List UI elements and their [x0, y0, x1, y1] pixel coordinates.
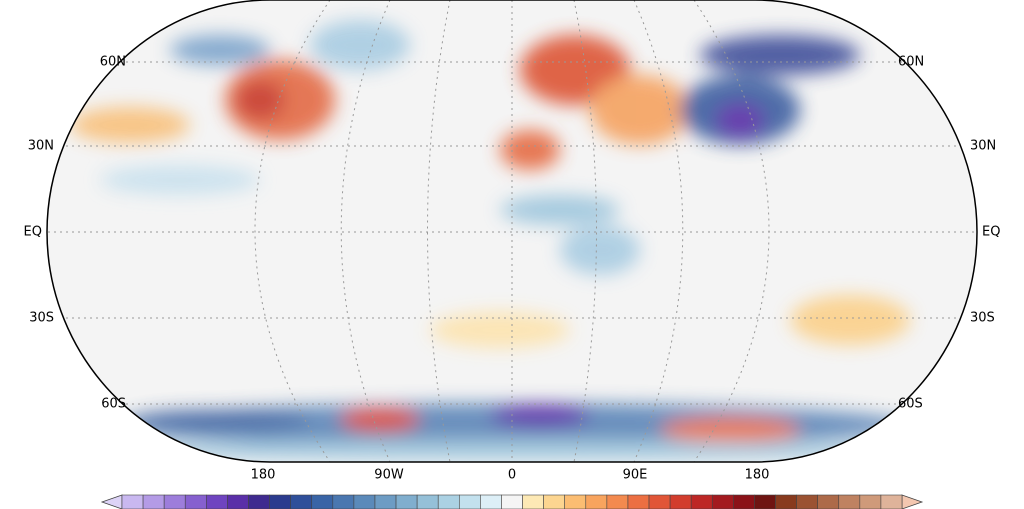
colorbar-swatch [458, 494, 481, 509]
longitude-label: 180 [745, 468, 770, 483]
latitude-label: 60S [898, 397, 923, 412]
colorbar-swatch [564, 494, 587, 509]
colorbar-swatch [163, 494, 186, 509]
colorbar-swatch [374, 494, 397, 509]
colorbar-swatch [733, 494, 755, 509]
colorbar-swatch [838, 494, 861, 509]
colorbar-swatch [859, 494, 882, 509]
latitude-label: EQ [24, 225, 42, 240]
colorbar-swatch [142, 494, 165, 509]
colorbar-swatch [501, 494, 523, 509]
colorbar-swatch [227, 494, 249, 509]
colorbar-swatch [648, 494, 671, 509]
colorbar-swatch [627, 494, 650, 509]
colorbar-swatch [248, 494, 270, 509]
colorbar-swatch [817, 494, 840, 509]
colorbar-swatch [437, 494, 460, 509]
latitude-label: 60N [100, 55, 126, 70]
colorbar-swatch [711, 494, 734, 509]
colorbar-swatch [184, 494, 207, 509]
colorbar-swatch [754, 494, 776, 509]
latitude-label: 30N [28, 139, 54, 154]
colorbar-swatch [121, 494, 144, 509]
latitude-label: 30N [970, 139, 996, 154]
map-field [47, 0, 977, 462]
latitude-label: EQ [982, 225, 1000, 240]
colorbar-swatch [690, 494, 713, 509]
longitude-label: 90W [374, 468, 404, 483]
latitude-label: 30S [970, 311, 995, 326]
longitude-label: 90E [623, 468, 648, 483]
longitude-label: 180 [251, 468, 276, 483]
colorbar-swatch [669, 494, 692, 509]
colorbar-swatch [880, 494, 903, 509]
colorbar-extend-high [901, 494, 924, 509]
colorbar-swatch [206, 494, 228, 509]
latitude-label: 60N [898, 55, 924, 70]
colorbar-swatch [775, 494, 797, 509]
colorbar-extend-low [100, 494, 123, 509]
colorbar-swatch [311, 494, 334, 509]
colorbar-swatch [332, 494, 355, 509]
colorbar-swatch [522, 494, 544, 509]
longitude-label: 0 [508, 468, 516, 483]
colorbar-swatch [353, 494, 376, 509]
map-outline [46, 0, 978, 463]
colorbar-swatch [606, 494, 629, 509]
colorbar-swatch [395, 494, 418, 509]
colorbar-swatch [585, 494, 608, 509]
colorbar-swatch [480, 494, 502, 509]
latitude-label: 30S [29, 311, 54, 326]
colorbar-swatch [416, 494, 439, 509]
colorbar-swatch [269, 494, 291, 509]
colorbar-swatch [796, 494, 818, 509]
colorbar-swatch [543, 494, 566, 509]
latitude-label: 60S [101, 397, 126, 412]
colorbar-swatch [290, 494, 313, 509]
